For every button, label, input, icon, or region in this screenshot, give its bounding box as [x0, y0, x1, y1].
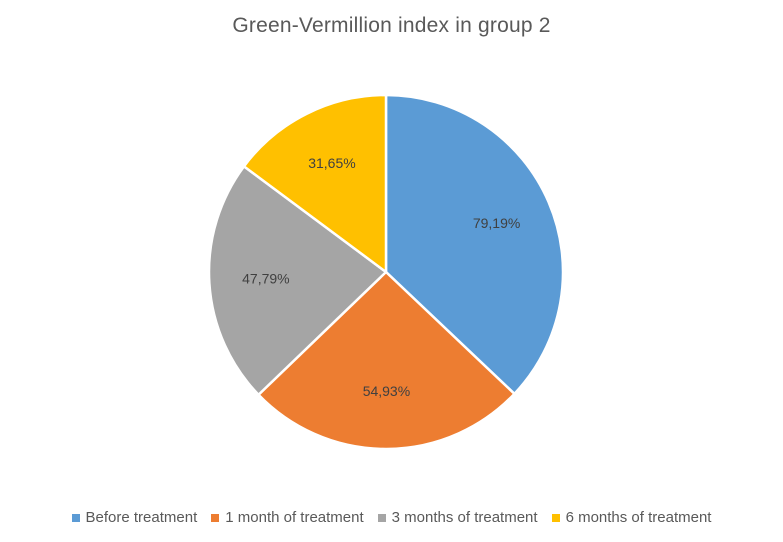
chart-legend: Before treatment 1 month of treatment 3 mo… — [0, 509, 783, 526]
legend-item-1: Before treatment — [71, 509, 198, 526]
legend-label-1: Before treatment — [85, 509, 198, 526]
pie-slice-4 — [242, 93, 388, 274]
legend-swatch-2 — [211, 513, 220, 522]
data-label-3: 47,79% — [242, 270, 289, 286]
pie-slice-1 — [384, 93, 565, 396]
chart-title: Green-Vermillion index in group 2 — [232, 14, 551, 37]
data-label-1: 79,19% — [473, 215, 520, 231]
legend-label-4: 6 months of treatment — [565, 509, 712, 526]
legend-item-2: 1 month of treatment — [211, 509, 364, 526]
pie-slices — [207, 93, 565, 451]
data-label-4: 31,65% — [308, 155, 355, 171]
legend-label-3: 3 months of treatment — [391, 509, 538, 526]
legend-swatch-1 — [71, 513, 80, 522]
data-label-2: 54,93% — [363, 383, 410, 399]
legend-label-2: 1 month of treatment — [225, 509, 364, 526]
pie-data-labels: 79,19% 54,93% 47,79% 31,65% — [242, 155, 520, 399]
legend-item-4: 6 months of treatment — [551, 509, 712, 526]
legend-swatch-3 — [377, 513, 386, 522]
pie-chart: 79,19% 54,93% 47,79% 31,65% — [207, 93, 565, 451]
pie-slice-3 — [207, 165, 388, 397]
pie-slice-2 — [257, 270, 516, 451]
legend-item-3: 3 months of treatment — [377, 509, 538, 526]
legend-swatch-4 — [551, 513, 560, 522]
